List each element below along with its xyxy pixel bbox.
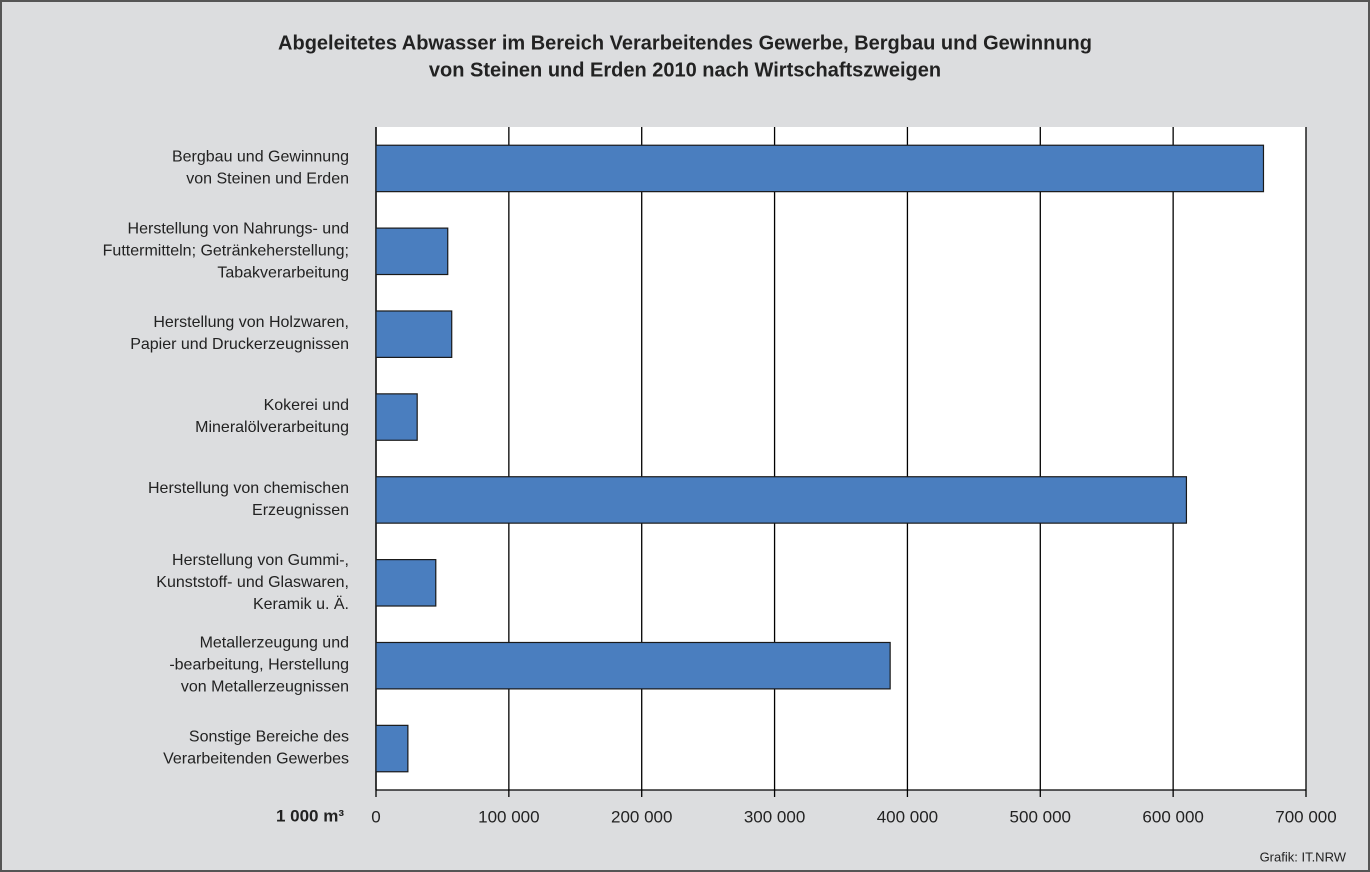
y-tick-label-line: Metallerzeugung und xyxy=(200,635,349,652)
y-tick-label: Herstellung von Nahrungs- und Futtermitte… xyxy=(103,221,349,282)
x-tick-label: 0 xyxy=(371,807,380,826)
y-tick-label: Bergbau und Gewinnung von Steinen und Erd… xyxy=(172,149,349,188)
x-tick-label: 500 000 xyxy=(1010,807,1071,826)
y-tick-label-line: Keramik u. Ä. xyxy=(253,595,349,613)
y-tick-label: Herstellung von Holzwaren, Papier und Dru… xyxy=(130,314,349,353)
y-tick-label-line: von Steinen und Erden xyxy=(186,171,349,188)
bar xyxy=(375,144,1265,193)
y-tick-label-line: -bearbeitung, Herstellung xyxy=(169,657,349,674)
y-tick-label: Herstellung von Gummi-, Kunststoff- und G… xyxy=(156,552,349,613)
chart-title: von Steinen und Erden 2010 nach Wirtscha… xyxy=(429,59,941,81)
y-tick-label: Sonstige Bereiche des Verarbeitenden Gewe… xyxy=(163,729,349,768)
y-tick-label-line: Mineralölverarbeitung xyxy=(195,419,349,436)
x-tick-label: 400 000 xyxy=(877,807,938,826)
y-tick-label-line: Verarbeitenden Gewerbes xyxy=(163,751,349,768)
y-tick-label: Herstellung von chemischen Erzeugnissen xyxy=(148,480,349,519)
x-tick-label: 700 000 xyxy=(1275,807,1336,826)
bar xyxy=(375,310,453,358)
y-tick-label-line: Erzeugnissen xyxy=(252,502,349,519)
y-tick-label-line: Herstellung von chemischen xyxy=(148,480,349,497)
x-tick-label: 200 000 xyxy=(611,807,672,826)
bar xyxy=(375,227,449,276)
plot-area xyxy=(376,127,1306,790)
x-tick-label: 600 000 xyxy=(1142,807,1203,826)
y-tick-label-line: Futtermitteln; Getränkeherstellung; xyxy=(103,243,349,260)
y-tick-label-line: Tabakverarbeitung xyxy=(217,265,349,282)
y-tick-label-line: Kunststoff- und Glaswaren, xyxy=(156,574,349,591)
y-tick-label-line: Bergbau und Gewinnung xyxy=(172,149,349,166)
x-tick-label: 100 000 xyxy=(478,807,539,826)
chart-title: Abgeleitetes Abwasser im Bereich Verarbe… xyxy=(278,32,1092,54)
bar xyxy=(375,476,1188,524)
bar xyxy=(375,559,437,607)
y-tick-label-line: Papier und Druckerzeugnissen xyxy=(130,336,349,353)
y-tick-label-line: von Metallerzeugnissen xyxy=(181,679,349,696)
x-tick-label: 300 000 xyxy=(744,807,805,826)
y-tick-label: Kokerei und Mineralölverarbeitung xyxy=(195,397,349,436)
x-axis-label: 1 000 m³ xyxy=(276,806,344,825)
bar xyxy=(375,641,891,690)
y-tick-label-line: Kokerei und xyxy=(264,397,349,414)
y-tick-label: Metallerzeugung und -bearbeitung, Herstel… xyxy=(169,635,349,696)
y-tick-label-line: Herstellung von Gummi-, xyxy=(172,552,349,569)
y-tick-label-line: Sonstige Bereiche des xyxy=(189,729,349,746)
bar xyxy=(375,393,418,441)
y-tick-label-line: Herstellung von Nahrungs- und xyxy=(128,221,349,238)
source: Grafik: IT.NRW xyxy=(1260,849,1347,864)
y-tick-label-line: Herstellung von Holzwaren, xyxy=(153,314,349,331)
bar xyxy=(375,724,409,773)
